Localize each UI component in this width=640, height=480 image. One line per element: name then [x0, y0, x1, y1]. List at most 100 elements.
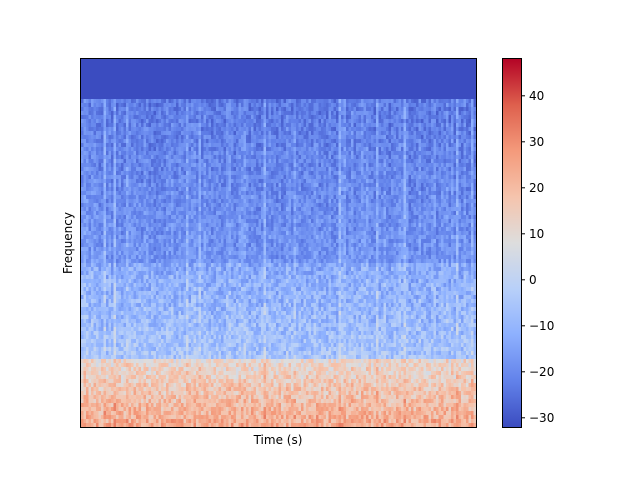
- spectrogram-cell: [228, 175, 232, 180]
- spectrogram-cell: [351, 95, 354, 100]
- spectrogram-cell: [168, 83, 172, 88]
- spectrogram-cell: [166, 139, 169, 144]
- spectrogram-cell: [238, 99, 242, 104]
- spectrogram-cell: [128, 87, 132, 92]
- spectrogram-cell: [123, 87, 127, 92]
- spectrogram-cell: [171, 123, 174, 128]
- spectrogram-cell: [386, 135, 389, 140]
- spectrogram-cell: [213, 119, 217, 124]
- spectrogram-cell: [123, 111, 127, 116]
- spectrogram-cell: [298, 59, 302, 64]
- spectrogram-cell: [288, 167, 292, 172]
- spectrogram-cell: [401, 143, 404, 148]
- spectrogram-cell: [451, 91, 454, 96]
- spectrogram-cell: [158, 71, 162, 76]
- spectrogram-cell: [263, 59, 267, 64]
- spectrogram-cell: [288, 87, 292, 92]
- spectrogram-cell: [231, 99, 234, 104]
- spectrogram-cell: [336, 159, 339, 164]
- spectrogram-cell: [393, 171, 397, 176]
- spectrogram-cell: [296, 83, 299, 88]
- spectrogram-cell: [353, 123, 357, 128]
- spectrogram-cell: [231, 79, 234, 84]
- spectrogram-cell: [333, 155, 337, 160]
- spectrogram-cell: [238, 79, 242, 84]
- spectrogram-cell: [353, 163, 357, 168]
- spectrogram-cell: [153, 147, 157, 152]
- spectrogram-cell: [353, 175, 357, 180]
- spectrogram-cell: [351, 87, 354, 92]
- spectrogram-cell: [278, 63, 282, 68]
- spectrogram-cell: [413, 147, 417, 152]
- spectrogram-cell: [216, 131, 219, 136]
- spectrogram-cell: [403, 103, 407, 108]
- spectrogram-cell: [106, 159, 109, 164]
- spectrogram-cell: [148, 135, 152, 140]
- spectrogram-cell: [308, 63, 312, 68]
- spectrogram-cell: [441, 79, 444, 84]
- spectrogram-cell: [158, 95, 162, 100]
- spectrogram-cell: [428, 123, 432, 128]
- spectrogram-cell: [288, 67, 292, 72]
- spectrogram-cell: [268, 91, 272, 96]
- spectrogram-cell: [188, 123, 192, 128]
- spectrogram-cell: [108, 103, 112, 108]
- spectrogram-cell: [323, 59, 327, 64]
- spectrogram-cell: [263, 151, 267, 156]
- spectrogram-cell: [363, 179, 367, 184]
- spectrogram-cell: [233, 179, 237, 184]
- spectrogram-cell: [428, 99, 432, 104]
- spectrogram-cell: [346, 179, 349, 184]
- spectrogram-cell: [206, 83, 209, 88]
- spectrogram-cell: [121, 71, 124, 76]
- spectrogram-cell: [121, 155, 124, 160]
- spectrogram-cell: [263, 135, 267, 140]
- spectrogram-cell: [301, 179, 304, 184]
- spectrogram-cell: [393, 131, 397, 136]
- spectrogram-cell: [148, 67, 152, 72]
- spectrogram-cell: [453, 119, 457, 124]
- spectrogram-cell: [278, 163, 282, 168]
- spectrogram-cell: [421, 71, 424, 76]
- spectrogram-cell: [293, 83, 297, 88]
- spectrogram-cell: [111, 127, 114, 132]
- spectrogram-cell: [86, 183, 89, 188]
- spectrogram-cell: [378, 67, 382, 72]
- spectrogram-cell: [156, 87, 159, 92]
- spectrogram-cell: [141, 119, 144, 124]
- spectrogram-cell: [468, 147, 472, 152]
- spectrogram-cell: [413, 139, 417, 144]
- spectrogram-cell: [358, 175, 362, 180]
- spectrogram-cell: [371, 135, 374, 140]
- spectrogram-cell: [246, 79, 249, 84]
- spectrogram-cell: [113, 75, 117, 80]
- spectrogram-cell: [321, 79, 324, 84]
- spectrogram-cell: [198, 83, 202, 88]
- spectrogram-cell: [286, 135, 289, 140]
- spectrogram-cell: [343, 143, 347, 148]
- spectrogram-cell: [336, 75, 339, 80]
- spectrogram-cell: [206, 151, 209, 156]
- spectrogram-cell: [286, 151, 289, 156]
- spectrogram-cell: [206, 175, 209, 180]
- spectrogram-cell: [441, 167, 444, 172]
- spectrogram-cell: [303, 79, 307, 84]
- spectrogram-cell: [453, 75, 457, 80]
- spectrogram-cell: [326, 87, 329, 92]
- spectrogram-cell: [458, 83, 462, 88]
- spectrogram-cell: [203, 175, 207, 180]
- spectrogram-cell: [83, 79, 87, 84]
- spectrogram-cell: [336, 99, 339, 104]
- spectrogram-cell: [111, 123, 114, 128]
- spectrogram-cell: [418, 179, 422, 184]
- spectrogram-cell: [466, 67, 469, 72]
- spectrogram-cell: [173, 71, 177, 76]
- spectrogram-cell: [343, 131, 347, 136]
- spectrogram-cell: [111, 139, 114, 144]
- spectrogram-cell: [338, 159, 342, 164]
- spectrogram-cell: [266, 99, 269, 104]
- spectrogram-cell: [371, 59, 374, 64]
- spectrogram-cell: [216, 119, 219, 124]
- spectrogram-cell: [413, 87, 417, 92]
- spectrogram-cell: [233, 75, 237, 80]
